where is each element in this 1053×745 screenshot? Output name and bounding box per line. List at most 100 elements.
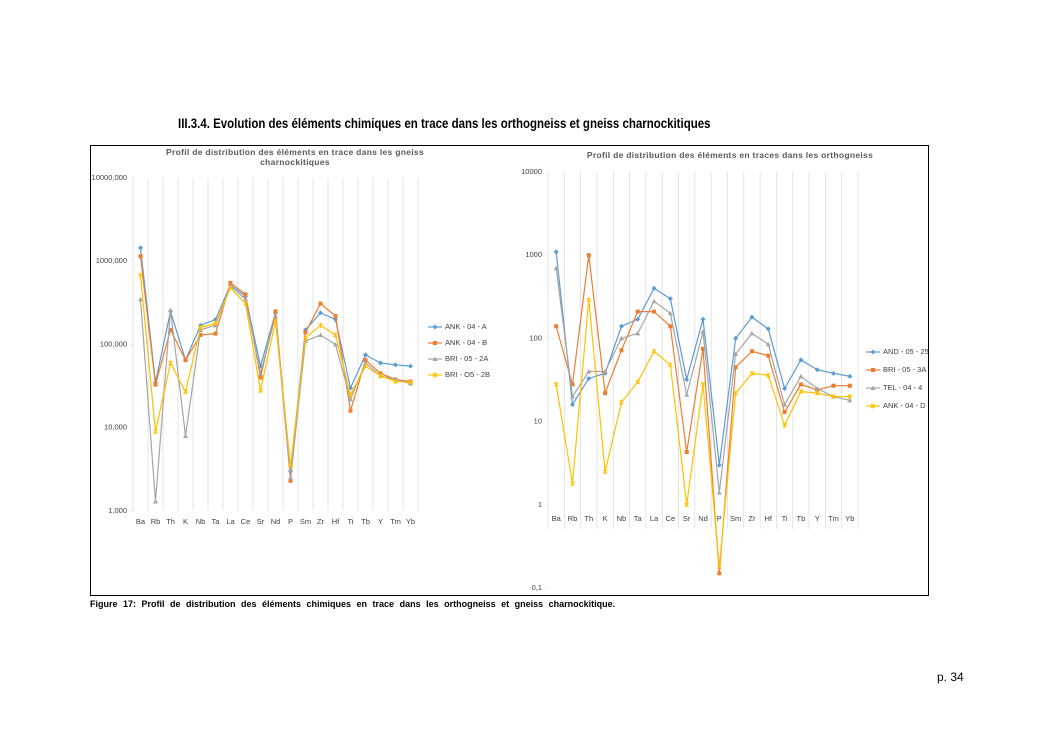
marker	[814, 367, 820, 373]
x-tick-label: Yb	[406, 517, 415, 526]
marker	[831, 383, 836, 388]
marker	[586, 297, 592, 303]
marker	[569, 402, 575, 408]
marker	[228, 280, 233, 285]
marker	[432, 356, 438, 361]
marker	[814, 390, 820, 396]
marker	[228, 285, 233, 291]
x-tick-label: Zr	[748, 514, 756, 523]
marker	[602, 469, 608, 475]
x-tick-label: Hf	[332, 517, 340, 526]
marker	[586, 375, 592, 381]
marker	[554, 324, 559, 329]
marker	[782, 422, 787, 428]
legend-label: AND - 05 - 25	[883, 347, 929, 356]
legend-label: BRI - 05 - 3A	[883, 365, 926, 374]
x-tick-label: Ce	[666, 514, 676, 523]
x-tick-label: Ti	[782, 514, 788, 523]
marker	[700, 381, 706, 387]
marker	[733, 390, 738, 396]
marker	[168, 307, 173, 312]
marker	[652, 309, 657, 314]
page-number: p. 34	[937, 670, 964, 684]
marker	[847, 394, 853, 400]
marker	[684, 377, 690, 383]
marker	[243, 292, 248, 297]
marker	[635, 316, 641, 322]
x-tick-label: Tb	[361, 517, 370, 526]
x-tick-label: Tb	[797, 514, 806, 523]
series-line	[555, 268, 850, 493]
figure-frame	[90, 145, 929, 596]
y-tick-label: 10000	[521, 167, 542, 176]
marker	[183, 433, 188, 438]
legend-label: ANK - 04 - D	[883, 401, 926, 410]
marker	[378, 360, 383, 366]
marker	[198, 325, 203, 331]
x-tick-label: Y	[815, 514, 820, 523]
marker	[798, 357, 804, 363]
marker	[831, 370, 837, 376]
marker	[432, 324, 438, 330]
marker	[303, 335, 308, 341]
marker	[798, 382, 803, 387]
marker	[348, 392, 353, 398]
x-tick-label: Nd	[271, 517, 281, 526]
marker	[586, 369, 592, 374]
marker	[318, 301, 323, 306]
x-tick-label: Y	[378, 517, 383, 526]
marker	[870, 349, 876, 355]
marker	[716, 462, 722, 468]
marker	[716, 490, 722, 495]
marker	[258, 370, 263, 376]
marker	[432, 372, 438, 378]
marker	[831, 394, 836, 400]
marker	[273, 313, 278, 318]
x-tick-label: Sm	[300, 517, 311, 526]
legend-label: BRI - O5 - 2B	[445, 370, 490, 379]
marker	[153, 499, 158, 504]
marker	[651, 298, 657, 304]
marker	[333, 332, 338, 338]
marker	[393, 378, 398, 384]
marker	[168, 327, 173, 332]
series-line	[555, 251, 850, 466]
marker	[798, 389, 804, 395]
marker	[408, 379, 413, 385]
marker	[378, 373, 383, 379]
chart-title: Profil de distribution des éléments en t…	[586, 150, 874, 160]
y-tick-label: 10,000	[104, 423, 127, 432]
marker	[303, 330, 308, 335]
marker	[153, 429, 158, 435]
marker	[668, 324, 673, 329]
marker	[716, 564, 722, 570]
marker	[198, 333, 203, 338]
marker	[733, 365, 738, 370]
marker	[798, 373, 804, 379]
x-tick-label: Nd	[698, 514, 708, 523]
legend-label: ANK - 04 - A	[445, 322, 487, 331]
marker	[765, 341, 771, 347]
marker	[363, 352, 368, 358]
y-tick-label: 100	[529, 333, 542, 342]
marker	[668, 362, 673, 368]
marker	[363, 363, 368, 369]
x-tick-label: Nb	[617, 514, 627, 523]
marker	[569, 394, 575, 399]
x-tick-label: Ce	[241, 517, 251, 526]
marker	[153, 382, 158, 387]
x-tick-label: Sr	[683, 514, 691, 523]
x-tick-label: Ta	[212, 517, 221, 526]
marker	[258, 388, 263, 394]
x-tick-label: Th	[166, 517, 175, 526]
marker	[183, 358, 188, 363]
marker	[847, 373, 853, 379]
marker	[700, 316, 706, 322]
marker	[618, 335, 624, 341]
marker	[870, 403, 876, 409]
marker	[602, 369, 608, 374]
marker	[667, 296, 673, 302]
legend-label: ANK - 04 - B	[445, 338, 487, 347]
y-tick-label: 10000,000	[92, 173, 127, 182]
x-tick-label: Ba	[136, 517, 146, 526]
